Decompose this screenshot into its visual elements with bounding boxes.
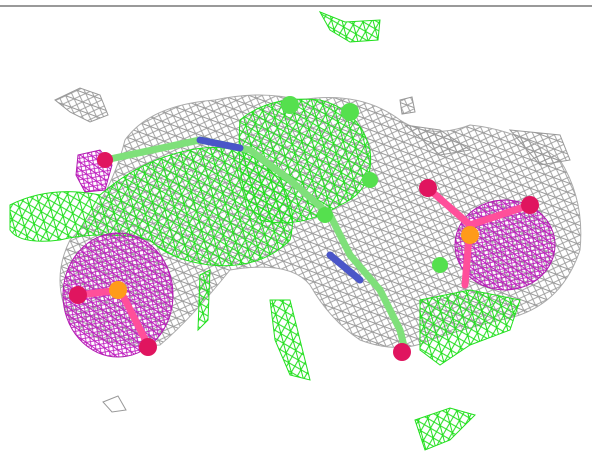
carbon-atom <box>362 172 378 188</box>
oxygen-atom <box>419 179 437 197</box>
oxygen-atom <box>69 286 87 304</box>
gray-mesh-fragment <box>103 396 126 412</box>
mesh-view <box>0 0 594 452</box>
phosphorus-atom <box>109 281 127 299</box>
carbon-atom <box>317 207 333 223</box>
carbon-atom <box>341 103 359 121</box>
green-mesh-fragment <box>420 290 520 365</box>
carbon-atom <box>432 257 448 273</box>
phosphorus-atom <box>461 226 479 244</box>
page <box>0 0 594 452</box>
green-mesh-fragment <box>320 12 380 42</box>
green-mesh-fragment <box>270 300 310 380</box>
oxygen-atom <box>393 343 411 361</box>
green-mesh-fragment <box>415 408 475 450</box>
green-mesh-fragment <box>198 270 210 330</box>
oxygen-atom <box>521 196 539 214</box>
oxygen-atom <box>139 338 157 356</box>
oxygen-atom <box>97 152 113 168</box>
gray-mesh-fragment <box>55 88 108 122</box>
carbon-atom <box>281 96 299 114</box>
